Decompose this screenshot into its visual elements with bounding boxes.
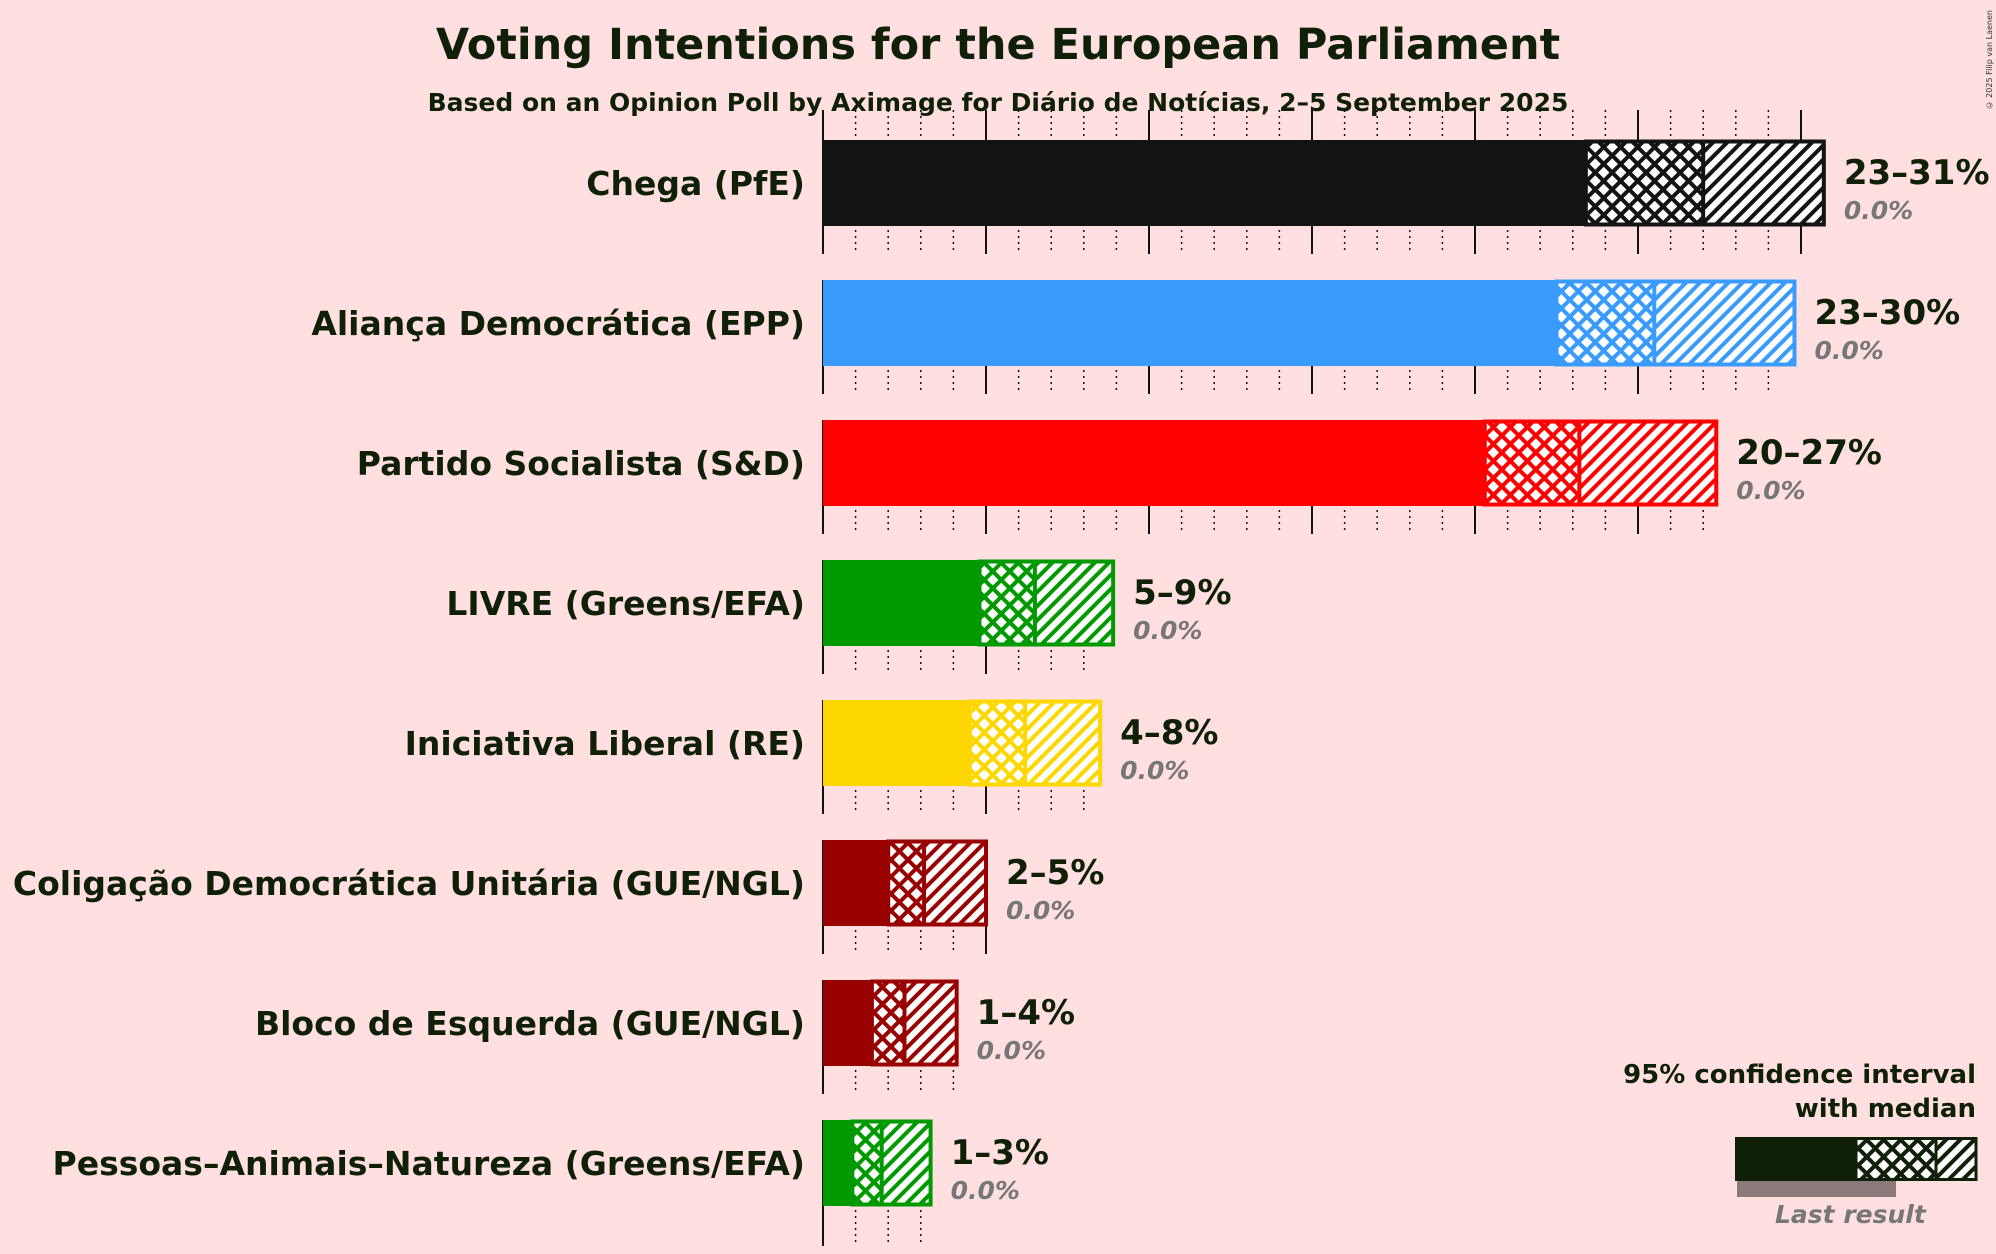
bar-solid	[823, 700, 970, 786]
last-result-label: 0.0%	[951, 1176, 1020, 1205]
bar-ci-inner	[852, 1120, 882, 1206]
legend-graphic	[1735, 1137, 1978, 1197]
last-result-label: 0.0%	[977, 1036, 1046, 1065]
bar-ci-inner	[1484, 420, 1580, 506]
bars-group: Chega (PfE) 23–31%0.0%Aliança Democrática…	[13, 139, 1990, 1207]
bar-ci-inner	[871, 980, 905, 1066]
bar-solid	[823, 980, 872, 1066]
range-label: 5–9%	[1133, 573, 1231, 613]
category-label: Chega (PfE)	[586, 164, 805, 203]
bar-group: LIVRE (Greens/EFA) 5–9% 0.0%	[446, 559, 1232, 647]
bar-ci-outer	[1025, 700, 1101, 786]
range-label: 1–3%	[951, 1133, 1049, 1173]
range-label: 4–8%	[1120, 713, 1218, 753]
legend-line-2: with median	[1794, 1094, 1976, 1124]
bar-ci-outer	[1034, 560, 1114, 646]
bar-ci-outer	[881, 1120, 931, 1206]
bar-ci-outline	[967, 699, 1103, 787]
bar-solid	[823, 840, 889, 926]
bar-solid	[823, 1120, 853, 1206]
bar-group: Iniciativa Liberal (RE) 4–8% 0.0%	[405, 699, 1218, 787]
last-result-label: 0.0%	[1844, 196, 1913, 225]
last-result-label: 0.0%	[1133, 616, 1202, 645]
bar-ci-outline	[1554, 279, 1797, 367]
bar-ci-outer	[904, 980, 957, 1066]
bar-ci-inner	[1556, 280, 1655, 366]
bar-ci-outline	[977, 559, 1116, 647]
category-label: Pessoas–Animais–Natureza (Greens/EFA)	[53, 1144, 805, 1183]
bar-solid	[823, 140, 1586, 226]
range-label: 1–4%	[977, 993, 1075, 1033]
category-label: Aliança Democrática (EPP)	[311, 304, 805, 343]
bar-ci-outer	[1654, 280, 1795, 366]
bar-solid	[823, 420, 1485, 506]
last-result-label: 0.0%	[1814, 336, 1883, 365]
legend-line-1: 95% confidence interval	[1623, 1060, 1976, 1090]
bar-solid	[823, 280, 1557, 366]
bar-ci-outer	[924, 840, 986, 926]
range-label: 20–27%	[1736, 433, 1882, 473]
bar-ci-outline	[850, 1119, 933, 1207]
category-label: LIVRE (Greens/EFA)	[446, 584, 805, 623]
category-label: Partido Socialista (S&D)	[357, 444, 805, 483]
last-result-label: 0.0%	[1736, 476, 1805, 505]
legend-last-result-bar	[1737, 1181, 1896, 1197]
bar-group: Coligação Democrática Unitária (GUE/NGL)…	[13, 839, 1104, 927]
legend-solid	[1735, 1137, 1856, 1181]
category-label: Coligação Democrática Unitária (GUE/NGL)	[13, 864, 805, 903]
bar-solid	[823, 560, 980, 646]
bar-ci-inner	[1585, 140, 1704, 226]
chart-title: Voting Intentions for the European Parli…	[435, 20, 1561, 70]
legend-ci-inner	[1856, 1137, 1936, 1181]
category-label: Bloco de Esquerda (GUE/NGL)	[255, 1004, 805, 1043]
range-label: 23–30%	[1814, 293, 1960, 333]
range-label: 23–31%	[1844, 153, 1990, 193]
bar-ci-outline	[869, 979, 959, 1067]
last-result-label: 0.0%	[1120, 756, 1189, 785]
bar-group: Aliança Democrática (EPP) 23–30% 0.0%	[311, 279, 1960, 367]
bar-ci-outline	[886, 839, 989, 927]
category-label: Iniciativa Liberal (RE)	[405, 724, 805, 763]
legend-last-result-label: Last result	[1775, 1200, 1926, 1229]
legend-ci-outline	[1854, 1137, 1978, 1181]
bar-ci-outer	[1579, 420, 1717, 506]
bar-ci-outer	[1703, 140, 1824, 226]
bar-ci-outline	[1482, 419, 1719, 507]
bar-ci-inner	[969, 700, 1026, 786]
bar-ci-inner	[888, 840, 925, 926]
legend-ci-outer	[1936, 1137, 1976, 1181]
legend-title: 95% confidence interval with median	[1623, 1058, 1976, 1126]
chart-subtitle: Based on an Opinion Poll by Aximage for …	[427, 88, 1569, 117]
last-result-label: 0.0%	[1006, 896, 1075, 925]
bar-group: Partido Socialista (S&D) 20–27% 0.0%	[357, 419, 1882, 507]
bar-group: Pessoas–Animais–Natureza (Greens/EFA) 1–3…	[53, 1119, 1049, 1207]
bar-group: Chega (PfE) 23–31% 0.0%	[586, 139, 1990, 227]
range-label: 2–5%	[1006, 853, 1104, 893]
bar-ci-inner	[979, 560, 1035, 646]
bar-group: Bloco de Esquerda (GUE/NGL) 1–4% 0.0%	[255, 979, 1075, 1067]
